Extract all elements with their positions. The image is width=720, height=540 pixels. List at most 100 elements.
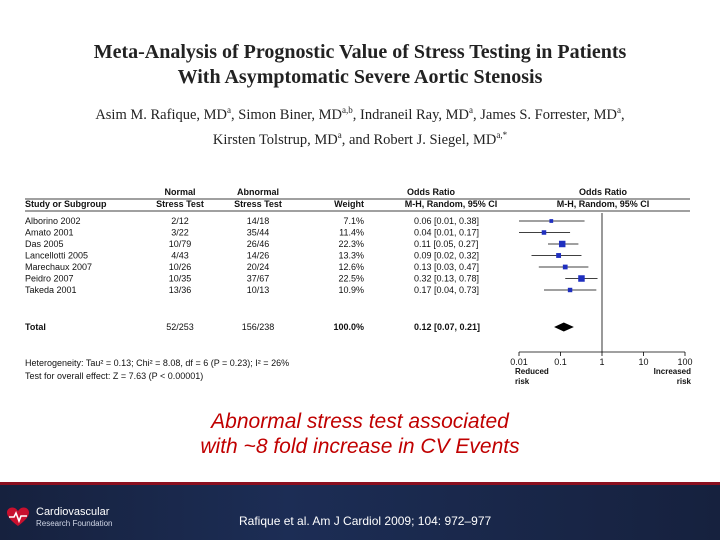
study-weight: 12.6%	[338, 262, 364, 272]
total-odds-ratio: 0.12 [0.07, 0.21]	[414, 322, 480, 332]
normal-events: 10/35	[169, 274, 192, 284]
author-name: Simon Biner, MD	[238, 106, 343, 123]
header-abnormal: Abnormal	[237, 187, 279, 197]
paper-title-line2: With Asymptomatic Severe Aortic Stenosis	[177, 66, 543, 88]
author-affiliation: a	[617, 105, 622, 115]
study-name: Amato 2001	[25, 228, 74, 238]
author-affiliation: a,b	[342, 105, 353, 115]
abnormal-events: 26/46	[247, 239, 270, 249]
point-estimate	[578, 275, 585, 282]
point-estimate	[549, 219, 554, 223]
header-abnormal-sub: Stress Test	[234, 199, 282, 209]
study-odds-ratio: 0.17 [0.04, 0.73]	[414, 285, 479, 295]
author-affiliation: a	[227, 105, 232, 115]
normal-events: 2/12	[171, 216, 189, 226]
author-affiliation: a,*	[496, 129, 508, 140]
header-odds-ratio-ci: M-H, Random, 95% CI	[405, 199, 498, 209]
total-normal: 52/253	[166, 322, 194, 332]
author-line-1: Asim M. Rafique, MDa, Simon Biner, MDa,b…	[0, 100, 720, 125]
author-separator: ,	[352, 106, 361, 123]
paper-title-line1: Meta-Analysis of Prognostic Value of Str…	[93, 41, 627, 63]
abnormal-events: 14/18	[247, 216, 270, 226]
study-name: Peidro 2007	[25, 274, 74, 284]
author-separator: , and	[341, 131, 374, 148]
author-name: Indraneil Ray, MD	[360, 106, 470, 123]
study-name: Alborino 2002	[25, 216, 81, 226]
author-affiliation: a	[337, 129, 342, 140]
forest-plot: Study or Subgroup Normal Stress Test Abnorm…	[25, 187, 693, 386]
point-estimate	[562, 264, 568, 270]
abnormal-events: 35/44	[247, 228, 270, 238]
total-abnormal: 156/238	[242, 322, 275, 332]
study-odds-ratio: 0.06 [0.01, 0.38]	[414, 216, 479, 226]
reduced-risk-label-2: risk	[515, 377, 530, 386]
point-estimate	[556, 253, 562, 258]
author-name: James S. Forrester, MD	[480, 106, 618, 123]
reduced-risk-label: Reduced	[515, 367, 549, 376]
key-finding: Abnormal stress test associated with ~8 …	[0, 409, 720, 459]
total-weight: 100.0%	[333, 322, 364, 332]
study-odds-ratio: 0.32 [0.13, 0.78]	[414, 274, 479, 284]
study-odds-ratio: 0.11 [0.05, 0.27]	[414, 239, 478, 249]
forest-headers: Study or Subgroup Normal Stress Test Abnorm…	[25, 187, 690, 212]
key-finding-line2: with ~8 fold increase in CV Events	[200, 435, 520, 458]
x-tick-label: 10	[638, 357, 648, 367]
author-name: Asim M. Rafique, MD	[95, 106, 228, 123]
total-label: Total	[25, 322, 46, 332]
org-name: Cardiovascular	[36, 506, 110, 518]
footer-bar: Cardiovascular Research Foundation	[0, 482, 720, 540]
study-weight: 11.4%	[339, 228, 364, 238]
study-weight: 7.1%	[343, 216, 364, 226]
study-weight: 22.5%	[338, 274, 364, 284]
normal-events: 10/79	[169, 239, 192, 249]
forest-notes: Heterogeneity: Tau² = 0.13; Chi² = 8.08,…	[25, 358, 289, 381]
study-weight: 10.9%	[338, 285, 364, 295]
key-finding-line1: Abnormal stress test associated	[211, 410, 509, 433]
footer-accent-line	[0, 482, 720, 485]
citation: Rafique et al. Am J Cardiol 2009; 104: 9…	[239, 514, 492, 528]
study-name: Marechaux 2007	[25, 262, 92, 272]
header-plot-ci: M-H, Random, 95% CI	[557, 199, 650, 209]
author-separator: ,	[231, 106, 239, 123]
author-name: Robert J. Siegel, MD	[373, 131, 497, 148]
header-study: Study or Subgroup	[25, 199, 107, 209]
study-name: Lancellotti 2005	[25, 251, 88, 261]
x-tick-label: 0.01	[510, 357, 528, 367]
author-separator: ,	[473, 106, 481, 123]
overall-effect-note: Test for overall effect: Z = 7.63 (P < 0…	[25, 371, 203, 381]
study-odds-ratio: 0.04 [0.01, 0.17]	[414, 228, 479, 238]
study-name: Takeda 2001	[25, 285, 77, 295]
forest-rows: Alborino 2002 2/12 14/18 7.1% 0.06 [0.01, 0.…	[25, 216, 480, 332]
study-odds-ratio: 0.13 [0.03, 0.47]	[414, 262, 479, 272]
abnormal-events: 20/24	[247, 262, 270, 272]
point-estimate	[541, 230, 547, 235]
author-list: Asim M. Rafique, MDa, Simon Biner, MDa,b…	[0, 100, 720, 150]
x-tick-label: 0.1	[554, 357, 567, 367]
normal-events: 4/43	[171, 251, 189, 261]
header-odds-ratio: Odds Ratio	[407, 187, 456, 197]
study-name: Das 2005	[25, 239, 64, 249]
total-diamond	[554, 322, 574, 332]
author-name: Kirsten Tolstrup, MD	[212, 131, 338, 148]
author-line-2: Kirsten Tolstrup, MDa, and Robert J. Sie…	[0, 125, 720, 150]
x-tick-label: 100	[677, 357, 692, 367]
normal-events: 3/22	[171, 228, 189, 238]
study-weight: 22.3%	[338, 239, 364, 249]
abnormal-events: 14/26	[247, 251, 270, 261]
abnormal-events: 37/67	[247, 274, 270, 284]
point-estimate	[567, 287, 573, 293]
paper-title: Meta-Analysis of Prognostic Value of Str…	[0, 40, 720, 90]
header-weight: Weight	[334, 199, 364, 209]
increased-risk-label: Increased	[654, 367, 691, 376]
heterogeneity-note: Heterogeneity: Tau² = 0.13; Chi² = 8.08,…	[25, 358, 289, 368]
normal-events: 13/36	[169, 285, 192, 295]
header-plot-odds-ratio: Odds Ratio	[579, 187, 628, 197]
study-odds-ratio: 0.09 [0.02, 0.32]	[414, 251, 479, 261]
header-normal: Normal	[164, 187, 195, 197]
point-estimate	[558, 240, 566, 248]
heart-logo-icon	[7, 507, 29, 526]
author-separator: ,	[621, 106, 625, 123]
org-subname: Research Foundation	[36, 519, 113, 528]
normal-events: 10/26	[169, 262, 192, 272]
